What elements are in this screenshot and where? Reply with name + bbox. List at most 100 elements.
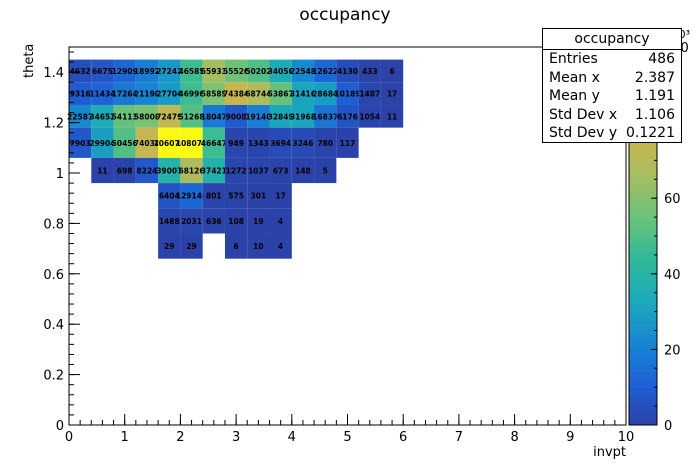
- cell-value-label: 8224: [137, 166, 158, 175]
- palette-segment: [629, 319, 657, 328]
- heatmap-cell: [224, 233, 248, 259]
- stats-value: 486: [648, 51, 675, 67]
- cell-value-label: 108: [228, 217, 244, 226]
- cell-value-label: 74034: [134, 139, 160, 148]
- heatmap-cell: [269, 208, 292, 234]
- cell-value-label: 39007: [156, 166, 182, 175]
- cell-value-label: 4632: [70, 67, 91, 76]
- stats-label: Std Dev x: [549, 106, 618, 123]
- cell-value-label: 673: [273, 166, 289, 175]
- cell-value-label: 11: [97, 166, 107, 175]
- palette-segment: [629, 334, 657, 343]
- stats-label: Entries: [549, 51, 598, 67]
- cell-value-label: 74384: [223, 90, 249, 99]
- x-tick-label: 9: [566, 430, 574, 445]
- palette-segment: [629, 236, 657, 245]
- heatmap-cell: [336, 104, 359, 128]
- cell-value-label: 6: [233, 242, 238, 251]
- cell-value-label: 31968: [290, 112, 316, 121]
- cell-value-label: 6404: [159, 192, 180, 201]
- cell-value-label: 7903: [70, 139, 91, 148]
- cell-value-label: 53867: [268, 90, 294, 99]
- x-tick-label: 4: [288, 430, 296, 445]
- palette-segment: [629, 394, 657, 403]
- heatmap-cell: [224, 208, 248, 234]
- heatmap-cell: [135, 127, 159, 158]
- heatmap-cell: [314, 104, 337, 128]
- cell-value-label: 32849: [268, 112, 294, 121]
- palette-segment: [629, 220, 657, 229]
- cell-value-label: 54113: [112, 112, 138, 121]
- y-tick-label: 1.2: [43, 117, 64, 132]
- palette-segment: [629, 190, 657, 199]
- y-tick-label: 1.4: [43, 66, 64, 81]
- cell-value-label: 27704: [156, 90, 182, 99]
- heatmap-cell: [158, 183, 181, 209]
- heatmap-cell: [247, 157, 270, 184]
- heatmap-cell: [180, 233, 203, 259]
- x-tick-label: 5: [343, 430, 351, 445]
- heatmap-cell: [314, 59, 337, 83]
- palette-segment: [629, 152, 657, 161]
- cell-value-label: 46647: [201, 139, 227, 148]
- heatmap-cell: [336, 59, 359, 83]
- palette-segment: [629, 175, 657, 184]
- cell-value-label: 4: [278, 217, 283, 226]
- heatmap-cell: [336, 127, 359, 158]
- cell-value-label: 6: [389, 67, 394, 76]
- heatmap-cell: [180, 208, 203, 234]
- cell-value-label: 51268: [178, 112, 204, 121]
- cell-value-label: 34652: [89, 112, 115, 121]
- heatmap-cell: [113, 104, 136, 128]
- stats-label: Mean y: [549, 88, 600, 104]
- heatmap-cell: [224, 183, 248, 209]
- cell-value-label: 1488: [159, 217, 180, 226]
- palette-segment: [629, 304, 657, 313]
- cell-value-label: 55526: [223, 67, 249, 76]
- heatmap-cell: [247, 104, 270, 128]
- heatmap-cell: [158, 104, 181, 128]
- heatmap-cell: [113, 127, 136, 158]
- cell-value-label: 9008: [226, 112, 247, 121]
- stats-row-std-y: Std Dev y 0.1221: [543, 124, 681, 143]
- palette-segment: [629, 288, 657, 297]
- heatmap-cell: [247, 127, 270, 158]
- heatmap-cell: [291, 104, 315, 128]
- x-tick-label: 10: [618, 430, 635, 445]
- heatmap-cell: [247, 183, 270, 209]
- cell-value-label: 19: [253, 217, 263, 226]
- cell-value-label: 50202: [245, 67, 271, 76]
- heatmap-cell: [224, 82, 248, 105]
- heatmap-cell: [314, 82, 337, 105]
- cell-value-label: 27242: [156, 67, 182, 76]
- cell-value-label: 29: [164, 242, 174, 251]
- cell-value-label: 31416: [290, 90, 316, 99]
- heatmap-cell: [158, 82, 181, 105]
- y-tick-label: 0.4: [43, 318, 64, 333]
- palette-segment: [629, 341, 657, 350]
- cell-value-label: 636: [206, 217, 222, 226]
- y-axis: 0 0.2 0.4 0.6 0.8 1 1.2 1.4: [43, 51, 80, 434]
- palette-segment: [629, 387, 657, 396]
- cell-value-label: 10: [253, 242, 263, 251]
- y-tick-label: 0.6: [43, 268, 64, 283]
- heatmap-cell: [180, 82, 203, 105]
- palette-segment: [629, 311, 657, 320]
- cell-value-label: 34056: [268, 67, 294, 76]
- heatmap-cell: [202, 82, 225, 105]
- heatmap-cell: [158, 208, 181, 234]
- cell-value-label: 16837: [312, 112, 338, 121]
- heatmap-cell: [380, 59, 404, 83]
- heatmap-cell: [69, 127, 92, 158]
- cell-value-label: 4130: [337, 67, 358, 76]
- palette-segment: [629, 356, 657, 366]
- palette-segment: [629, 145, 657, 154]
- heatmap-cell: [91, 157, 114, 184]
- cell-value-label: 301: [251, 192, 267, 201]
- palette-segment: [629, 198, 657, 207]
- heatmap-cell: [247, 82, 270, 105]
- palette-segment: [629, 409, 657, 418]
- palette-segment: [629, 402, 657, 411]
- heatmap-cell: [224, 157, 248, 184]
- palette-segment: [629, 349, 657, 358]
